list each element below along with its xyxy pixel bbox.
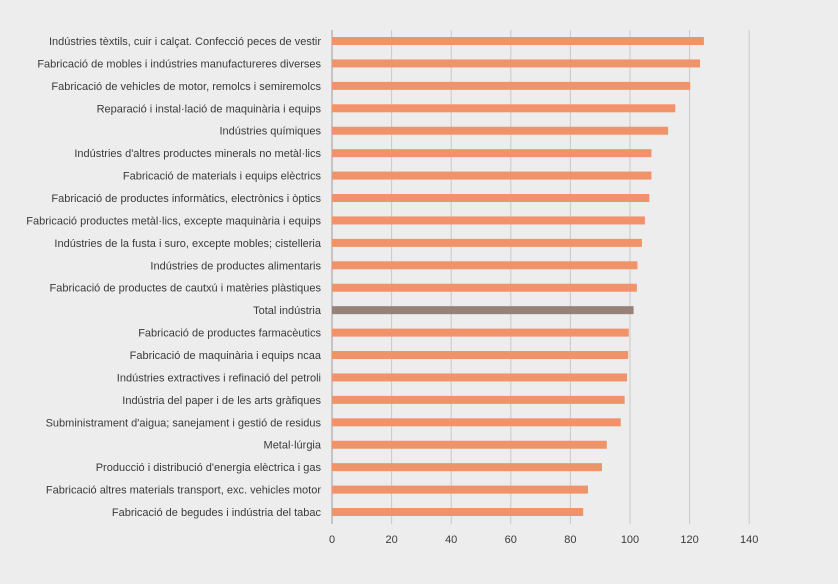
category-label-9: Fabricació productes metàl·lics, excepte… [26, 215, 321, 227]
bar-5 [332, 126, 669, 135]
category-label-2: Fabricació de mobles i indústries manufa… [37, 58, 321, 70]
bar-13 [332, 306, 634, 315]
category-label-4: Reparació i instal·lació de maquinària i… [97, 103, 322, 115]
bar-10 [332, 238, 642, 247]
bar-17 [332, 395, 625, 404]
category-label-6: Indústries d'altres productes minerals n… [74, 148, 321, 160]
category-labels: Indústries tèxtils, cuir i calçat. Confe… [26, 36, 322, 519]
bar-8 [332, 194, 650, 203]
bar-14 [332, 328, 629, 337]
category-label-5: Indústries químiques [220, 126, 322, 138]
bar-2 [332, 59, 701, 68]
bars [332, 37, 704, 517]
category-label-11: Indústries de productes alimentaris [150, 260, 321, 272]
bar-12 [332, 283, 637, 292]
bar-19 [332, 440, 607, 449]
x-tick-label-120: 120 [680, 534, 698, 546]
bar-18 [332, 418, 621, 427]
x-tick-label-40: 40 [445, 534, 457, 546]
category-label-14: Fabricació de productes farmacèutics [138, 328, 321, 340]
bar-4 [332, 104, 676, 113]
x-tick-label-60: 60 [505, 534, 517, 546]
x-tick-label-0: 0 [329, 534, 335, 546]
bar-3 [332, 81, 691, 90]
category-label-20: Producció i distribució d'energia elèctr… [96, 462, 322, 474]
gridlines [331, 30, 750, 524]
bar-21 [332, 485, 588, 494]
category-label-15: Fabricació de maquinària i equips ncaa [130, 350, 322, 362]
category-label-7: Fabricació de materials i equips elèctri… [123, 171, 322, 183]
x-tick-label-140: 140 [740, 534, 758, 546]
category-label-21: Fabricació altres materials transport, e… [46, 485, 321, 497]
category-label-3: Fabricació de vehicles de motor, remolcs… [51, 81, 321, 93]
category-label-17: Indústria del paper i de les arts gràfiq… [122, 395, 321, 407]
category-label-13: Total indústria [253, 305, 322, 317]
bar-7 [332, 171, 652, 180]
x-axis-tick-labels: 0 20 40 60 80 100 120 140 [329, 534, 758, 546]
category-label-16: Indústries extractives i refinació del p… [117, 372, 321, 384]
bar-9 [332, 216, 645, 225]
category-label-10: Indústries de la fusta i suro, excepte m… [54, 238, 321, 250]
category-label-8: Fabricació de productes informàtics, ele… [51, 193, 321, 205]
category-label-22: Fabricació de begudes i indústria del ta… [112, 507, 322, 519]
category-label-18: Subministrament d'aigua; sanejament i ge… [46, 417, 322, 429]
x-tick-label-80: 80 [564, 534, 576, 546]
bar-16 [332, 373, 628, 382]
bar-15 [332, 351, 629, 360]
category-label-12: Fabricació de productes de cautxú i matè… [50, 283, 322, 295]
x-tick-label-100: 100 [621, 534, 639, 546]
category-label-19: Metal·lúrgia [264, 440, 322, 452]
bar-22 [332, 508, 584, 517]
category-label-1: Indústries tèxtils, cuir i calçat. Confe… [49, 36, 321, 48]
bar-6 [332, 149, 652, 158]
bar-11 [332, 261, 638, 270]
bar-1 [332, 37, 704, 45]
bar-20 [332, 463, 602, 472]
x-tick-label-20: 20 [385, 534, 397, 546]
